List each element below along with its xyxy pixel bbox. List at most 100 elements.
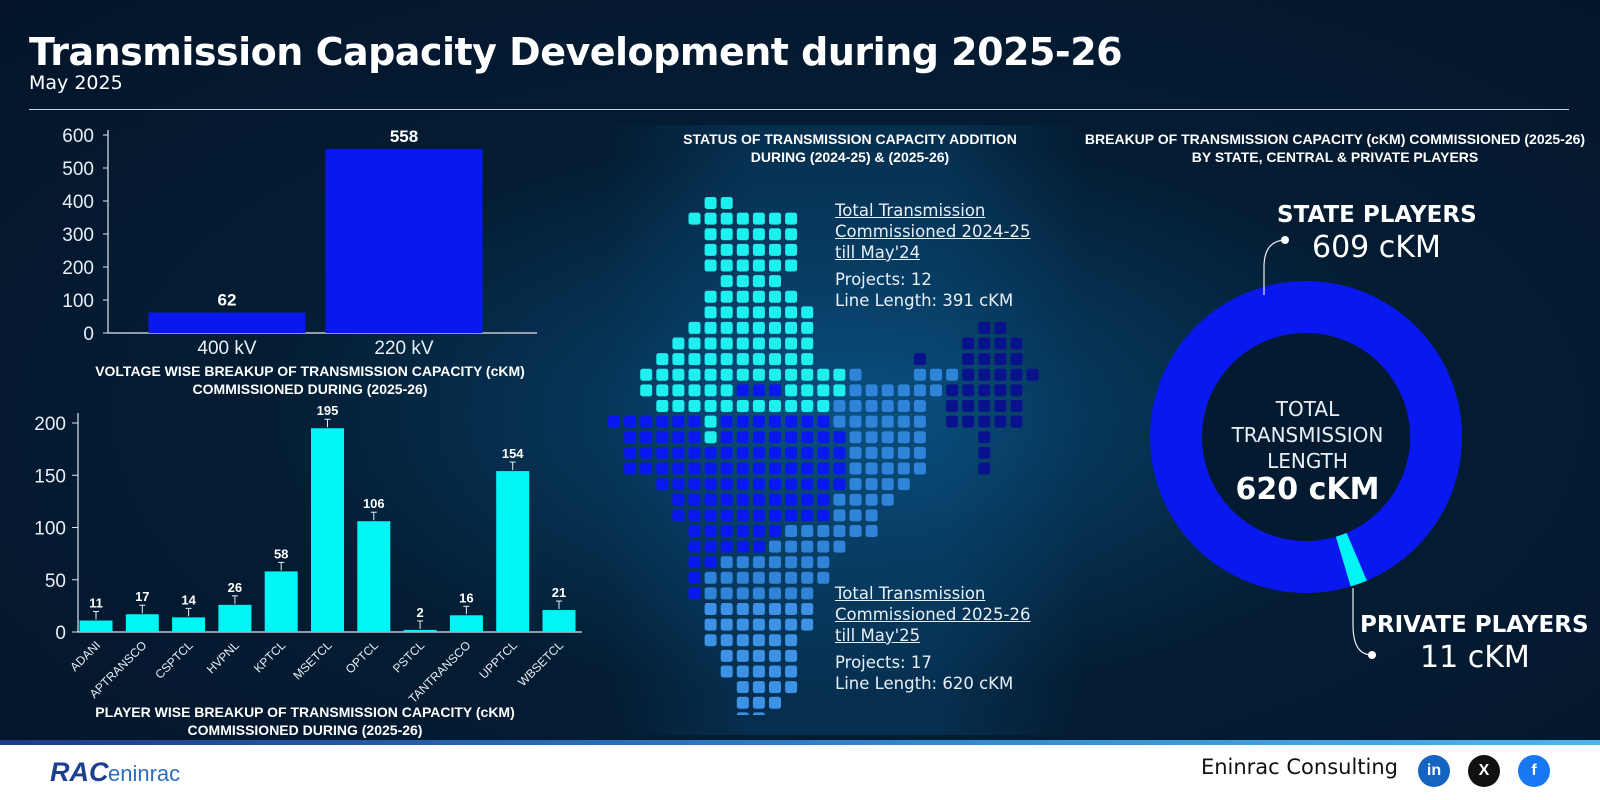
map-dot-east bbox=[833, 540, 846, 553]
page-subtitle: May 2025 bbox=[29, 72, 123, 94]
map-dot-north bbox=[704, 384, 717, 397]
state-players-value: 609 cKM bbox=[1312, 230, 1441, 265]
map-dot-south bbox=[736, 712, 749, 715]
note-2025-projects: Projects: 17 bbox=[835, 653, 932, 672]
map-dot-east bbox=[897, 415, 910, 428]
map-dot-northeast bbox=[1026, 368, 1039, 381]
map-dot-northeast bbox=[1010, 353, 1023, 366]
map-dot-north bbox=[833, 368, 846, 381]
donut-caption: BREAKUP OF TRANSMISSION CAPACITY (cKM) C… bbox=[1084, 131, 1586, 165]
map-dot-north bbox=[769, 290, 781, 303]
player-bar-chart: 05010015020011ADANI17APTRANSCO14CSPTCL26… bbox=[34, 403, 582, 705]
y-tick-label: 600 bbox=[62, 126, 94, 147]
map-dot-central bbox=[704, 462, 717, 475]
map-dot-south bbox=[736, 696, 749, 709]
map-dot-east bbox=[865, 400, 878, 413]
page-title: Transmission Capacity Development during… bbox=[29, 30, 1123, 74]
bar-msetcl bbox=[311, 428, 344, 632]
map-dot-south bbox=[720, 603, 733, 616]
map-dot-central bbox=[801, 478, 814, 491]
map-dot-east bbox=[752, 571, 765, 584]
map-dot-east bbox=[849, 400, 862, 413]
map-dot-north bbox=[785, 368, 798, 381]
map-dot-northeast bbox=[978, 384, 991, 397]
data-label: 17 bbox=[135, 589, 149, 604]
bar-hvpnl bbox=[218, 604, 252, 632]
map-dot-north bbox=[720, 228, 733, 241]
note-2024-projects: Projects: 12 bbox=[835, 270, 932, 289]
voltage-bar-chart: 0 100 200 300 400 500 600 62 400 kV 558 220 kV bbox=[62, 126, 537, 359]
map-dot-east bbox=[785, 524, 798, 537]
donut-center-value: 620 cKM bbox=[1235, 472, 1380, 507]
map-dot-north bbox=[785, 306, 798, 319]
map-dot-northeast bbox=[994, 400, 1007, 413]
map-dot-north bbox=[640, 368, 653, 381]
map-dot-north bbox=[769, 337, 781, 350]
player-type-donut bbox=[1150, 236, 1462, 659]
map-dot-east bbox=[752, 587, 765, 600]
map-dot-central bbox=[785, 462, 798, 475]
map-dot-east bbox=[865, 415, 878, 428]
map-dot-east bbox=[833, 493, 846, 506]
map-dot-central bbox=[736, 540, 749, 553]
map-dot-east bbox=[833, 524, 846, 537]
map-dot-east bbox=[704, 571, 717, 584]
map-dot-central bbox=[817, 509, 830, 522]
map-dot-north bbox=[704, 321, 717, 334]
map-dot-central bbox=[720, 431, 733, 444]
map-dot-east bbox=[913, 431, 926, 444]
map-dot-central bbox=[640, 431, 653, 444]
map-dot-south bbox=[752, 681, 765, 694]
map-dot-north bbox=[672, 353, 685, 366]
map-dot-north bbox=[720, 321, 733, 334]
map-dot-central bbox=[736, 384, 749, 397]
map-dot-north bbox=[704, 431, 717, 444]
map-dot-central bbox=[769, 509, 781, 522]
map-dot-central bbox=[624, 462, 637, 475]
map-dot-north bbox=[752, 259, 765, 272]
map-dot-south bbox=[785, 665, 798, 678]
map-dot-north bbox=[720, 259, 733, 272]
map-dot-central bbox=[704, 478, 717, 491]
donut-center-label: TOTAL TRANSMISSION LENGTH bbox=[1231, 397, 1384, 473]
map-dot-east bbox=[785, 587, 798, 600]
x-icon[interactable]: X bbox=[1468, 755, 1500, 787]
map-dot-central bbox=[720, 415, 733, 428]
y-tick-label: 500 bbox=[62, 159, 94, 180]
facebook-icon[interactable]: f bbox=[1518, 755, 1550, 787]
x-tick-label: OPTCL bbox=[343, 638, 381, 676]
map-dot-north bbox=[720, 368, 733, 381]
map-dot-south bbox=[785, 649, 798, 662]
map-dot-central bbox=[704, 446, 717, 459]
map-dot-north bbox=[704, 337, 717, 350]
map-dot-east bbox=[752, 556, 765, 569]
map-dot-north bbox=[752, 290, 765, 303]
map-dot-northeast bbox=[978, 337, 991, 350]
state-leader-line bbox=[1263, 239, 1286, 295]
map-dot-east bbox=[785, 540, 798, 553]
map-dot-central bbox=[688, 431, 701, 444]
x-tick-label: MSETCL bbox=[290, 638, 335, 683]
map-dot-northeast bbox=[1010, 368, 1023, 381]
map-dot-central bbox=[736, 415, 749, 428]
linkedin-icon[interactable]: in bbox=[1418, 755, 1450, 787]
brand-name: Eninrac Consulting bbox=[1200, 755, 1398, 779]
map-dot-central bbox=[704, 509, 717, 522]
map-dot-central bbox=[752, 540, 765, 553]
bar-400kV bbox=[148, 312, 306, 333]
map-dot-central bbox=[656, 446, 669, 459]
map-dot-north bbox=[704, 197, 717, 209]
map-dot-north bbox=[704, 400, 717, 413]
private-players-value: 11 cKM bbox=[1420, 640, 1530, 675]
map-dot-central bbox=[736, 524, 749, 537]
map-dot-northeast bbox=[994, 415, 1007, 428]
y-tick-label: 200 bbox=[34, 414, 66, 435]
map-dot-north bbox=[688, 384, 701, 397]
map-dot-central bbox=[656, 462, 669, 475]
map-dot-south bbox=[704, 603, 717, 616]
map-dot-northeast bbox=[1010, 384, 1023, 397]
map-dot-south bbox=[720, 634, 733, 647]
map-dot-east bbox=[769, 571, 781, 584]
map-dot-north bbox=[736, 212, 749, 225]
map-dot-north bbox=[752, 400, 765, 413]
